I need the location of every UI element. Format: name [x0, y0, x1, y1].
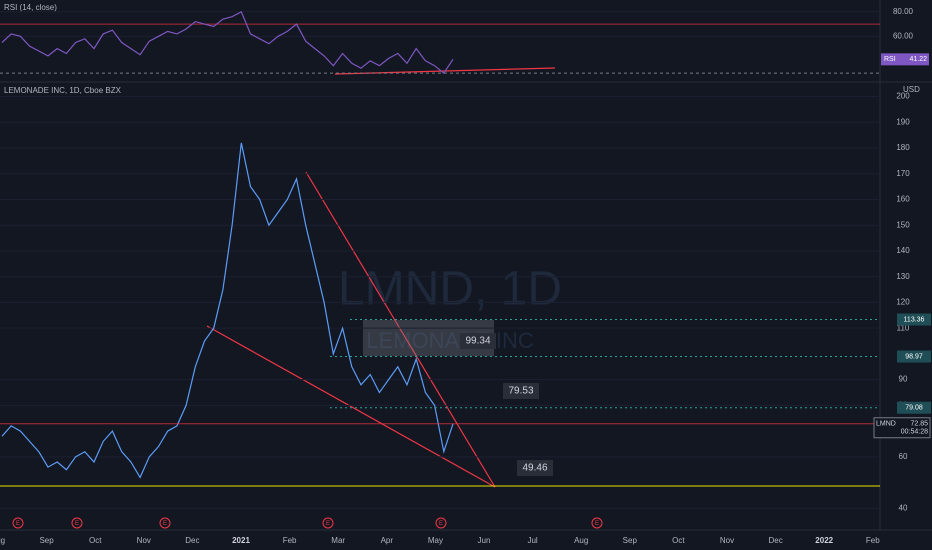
y-tick-label: 40: [899, 503, 908, 512]
annotation-bg: [517, 460, 553, 476]
y-tick-label: 80.00: [893, 7, 914, 16]
x-tick-label: Jun: [478, 536, 491, 545]
earnings-marker: E: [326, 521, 330, 527]
earnings-marker: E: [75, 521, 79, 527]
earnings-marker: E: [16, 521, 20, 527]
x-tick-label: 2021: [232, 536, 250, 545]
annotation: 79.53: [508, 386, 533, 397]
countdown: 00:54:28: [901, 429, 928, 436]
price-level-label: 79.08: [905, 405, 923, 412]
y-tick-label: 60: [899, 452, 908, 461]
x-tick-label: Oct: [89, 536, 102, 545]
annotation-bg: [460, 333, 496, 349]
chart-title: LEMONADE INC, 1D, Cboe BZX: [4, 86, 122, 95]
price-level-label: 98.97: [905, 353, 923, 360]
y-tick-label: 120: [896, 298, 910, 307]
x-tick-label: Mar: [331, 536, 345, 545]
y-tick-label: 170: [896, 169, 910, 178]
x-tick-label: Sep: [39, 536, 54, 545]
watermark: LMND, 1D: [338, 263, 562, 316]
earnings-circle: [322, 517, 334, 529]
x-tick-label: Jul: [527, 536, 537, 545]
annotation-bg: [503, 383, 539, 399]
x-tick-label: Sep: [623, 536, 638, 545]
x-tick-label: Oct: [672, 536, 685, 545]
rsi-title: RSI (14, close): [4, 3, 57, 12]
earnings-marker: E: [163, 521, 167, 527]
x-tick-label: May: [428, 536, 443, 545]
earnings-circle: [591, 517, 603, 529]
watermark-sub: LEMONADE INC: [366, 328, 534, 353]
y-tick-label: 140: [896, 246, 910, 255]
annotation: 99.34: [465, 336, 490, 347]
price-line: [1, 142, 454, 479]
y-tick-label: 90: [899, 375, 908, 384]
x-tick-label: Dec: [768, 536, 782, 545]
rsi-label-bg: [881, 53, 929, 66]
x-tick-label: Apr: [381, 536, 394, 545]
y-tick-label: 130: [896, 272, 910, 281]
rsi-name: RSI: [884, 56, 896, 63]
x-tick-label: 2022: [815, 536, 833, 545]
x-tick-label: Nov: [137, 536, 151, 545]
x-tick-label: Dec: [185, 536, 199, 545]
last-price-label: 72.85: [910, 421, 928, 428]
x-tick-label: Aug: [574, 536, 588, 545]
y-tick-label: 150: [896, 220, 910, 229]
x-tick-label: Aug: [0, 536, 5, 545]
earnings-marker: E: [439, 521, 443, 527]
rsi-value: 41.22: [909, 56, 927, 63]
earnings-circle: [435, 517, 447, 529]
last-price-bg: [873, 417, 931, 439]
earnings-marker: E: [595, 521, 599, 527]
earnings-circle: [12, 517, 24, 529]
trendline: [305, 171, 496, 488]
price-line: [1, 10, 454, 74]
trendline: [206, 325, 496, 488]
earnings-circle: [159, 517, 171, 529]
y-tick-label: 200: [896, 92, 910, 101]
price-level-bg: [897, 401, 931, 414]
symbol-tag: LMND: [876, 421, 896, 428]
price-level-bg: [897, 313, 931, 326]
y-tick-label: 180: [896, 143, 910, 152]
currency: USD: [903, 85, 920, 94]
y-tick-label: 60.00: [893, 31, 914, 40]
earnings-circle: [71, 517, 83, 529]
x-tick-label: Feb: [866, 536, 880, 545]
price-level-bg: [897, 350, 931, 363]
y-tick-label: 110: [897, 323, 910, 332]
y-tick-label: 190: [896, 117, 910, 126]
x-tick-label: Nov: [720, 536, 734, 545]
price-level-label: 113.36: [904, 316, 925, 323]
annotation: 49.46: [522, 463, 547, 474]
y-tick-label: 160: [896, 195, 910, 204]
x-tick-label: Feb: [283, 536, 297, 545]
